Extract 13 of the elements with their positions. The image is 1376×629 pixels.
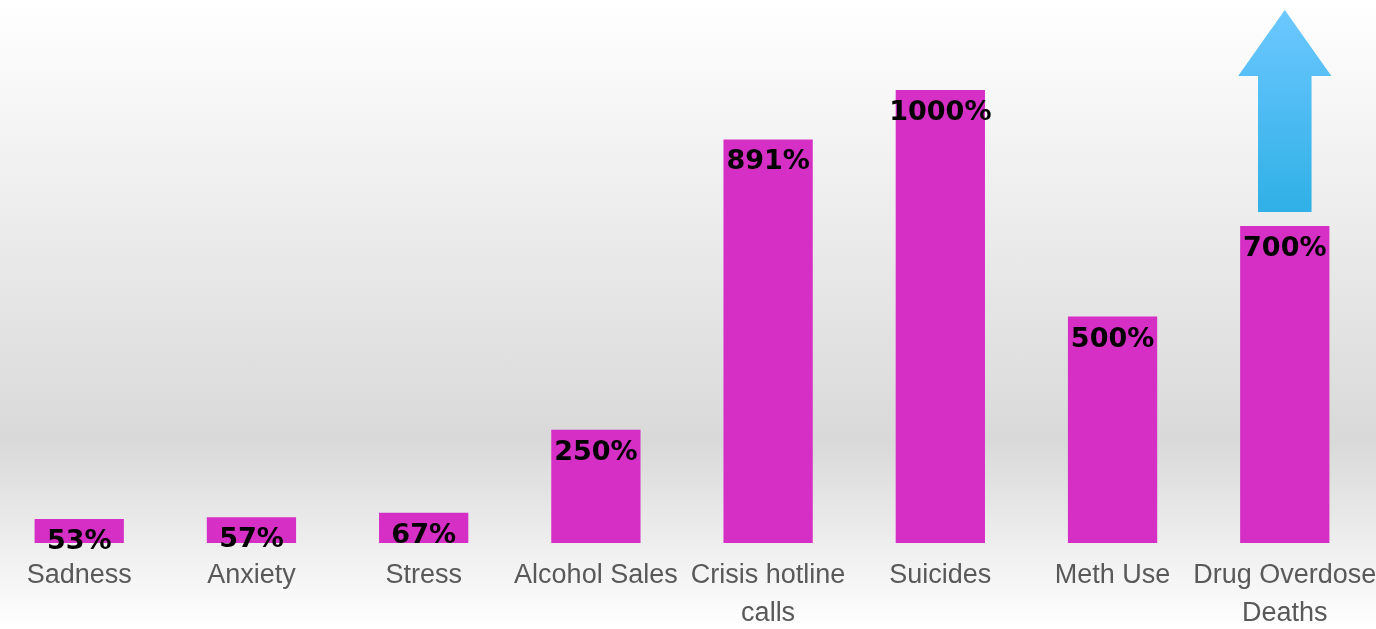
x-tick-label: Drug Overdose Deaths bbox=[1193, 558, 1376, 627]
x-tick-label: Stress bbox=[385, 558, 462, 589]
x-tick-label: Suicides bbox=[889, 558, 992, 589]
data-label: 500% bbox=[1070, 321, 1155, 353]
data-label: 891% bbox=[726, 144, 810, 176]
data-label: 250% bbox=[554, 434, 638, 466]
x-tick-label: Crisis hotline calls bbox=[690, 558, 846, 627]
x-tick-label: Sadness bbox=[26, 558, 132, 589]
x-tick-label: Alcohol Sales bbox=[514, 558, 678, 589]
x-tick-label: Anxiety bbox=[207, 558, 297, 589]
data-label: 67% bbox=[391, 517, 456, 549]
x-tick-label: Meth Use bbox=[1054, 558, 1171, 589]
data-label: 700% bbox=[1243, 230, 1327, 262]
